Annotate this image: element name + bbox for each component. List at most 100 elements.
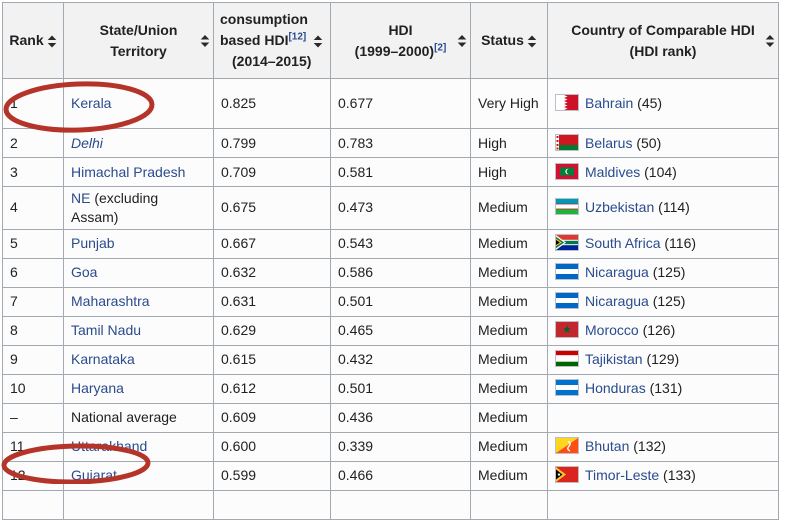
state-cell: Goa	[63, 257, 214, 288]
country-link[interactable]: Uzbekistan	[585, 199, 655, 216]
status-cell: High	[470, 157, 548, 187]
country-hdi-rank: (126)	[638, 322, 676, 339]
state-cell: Karnataka	[63, 344, 214, 375]
state-cell: NE (excluding Assam)	[63, 186, 214, 230]
table-row: 10 Haryana 0.612 0.501 Medium Honduras (131)	[2, 373, 779, 404]
consumption-hdi-cell: 0.709	[213, 157, 331, 187]
consumption-hdi-cell: 0.629	[213, 315, 331, 346]
country-cell: Bhutan (132)	[547, 431, 779, 462]
country-link[interactable]: Maldives	[585, 163, 641, 180]
maldives-flag-icon	[555, 162, 579, 180]
table-row: 6 Goa 0.632 0.586 Medium Nicaragua (125)	[2, 257, 779, 288]
header-label: consumption based HDI[12] (2014–2015)	[218, 9, 326, 72]
uzbekistan-flag-icon	[555, 198, 579, 216]
country-cell: Honduras (131)	[547, 373, 779, 404]
hdi-cell: 0.783	[330, 128, 471, 158]
state-link[interactable]: Karnataka	[71, 351, 135, 368]
status-cell: Medium	[470, 257, 548, 288]
status-cell: Medium	[470, 344, 548, 375]
column-header-chdi[interactable]: consumption based HDI[12] (2014–2015)	[213, 2, 331, 79]
state-link[interactable]: Himachal Pradesh	[71, 163, 186, 180]
rank-cell: 12	[2, 460, 64, 491]
status-cell: Medium	[470, 373, 548, 404]
country-hdi-rank: (114)	[654, 199, 690, 216]
state-link[interactable]: Kerala	[71, 95, 112, 112]
state-cell: Uttarakhand	[63, 431, 214, 462]
country-cell	[547, 402, 779, 433]
rank-cell: 11	[2, 431, 64, 462]
state-cell: Delhi	[63, 128, 214, 158]
state-link[interactable]: Haryana	[71, 380, 124, 397]
country-link[interactable]: Bahrain	[585, 95, 634, 112]
sort-updown-icon[interactable]	[200, 35, 210, 48]
state-cell: Gujarat	[63, 460, 214, 491]
state-link[interactable]: Delhi	[71, 134, 103, 151]
state-link[interactable]: Uttarakhand	[71, 438, 148, 455]
country-cell: Bahrain (45)	[547, 78, 779, 129]
country-hdi-rank: (45)	[633, 95, 663, 112]
bahrain-flag-icon	[555, 94, 579, 112]
status-cell: Medium	[470, 460, 548, 491]
country-link[interactable]: Honduras	[585, 380, 646, 397]
state-link[interactable]: NE	[71, 190, 91, 206]
country-hdi-rank: (125)	[648, 264, 686, 281]
state-cell: Himachal Pradesh	[63, 157, 214, 187]
country-link[interactable]: Timor-Leste	[585, 467, 660, 484]
country-link[interactable]: Bhutan	[585, 438, 630, 455]
sort-updown-icon[interactable]	[527, 35, 537, 48]
status-cell: Medium	[470, 286, 548, 317]
sort-updown-icon[interactable]	[765, 35, 775, 48]
column-header-rank[interactable]: Rank	[2, 2, 64, 79]
country-cell: Belarus (50)	[547, 128, 779, 158]
country-hdi-rank: (50)	[632, 134, 662, 151]
header-label: Rank	[9, 32, 44, 48]
consumption-hdi-cell: 0.675	[213, 186, 331, 230]
country-cell: Nicaragua (125)	[547, 286, 779, 317]
rank-cell: 9	[2, 344, 64, 375]
country-link[interactable]: Nicaragua	[585, 264, 649, 281]
consumption-hdi-cell: 0.600	[213, 431, 331, 462]
sort-updown-icon[interactable]	[47, 35, 57, 48]
status-cell: High	[470, 128, 548, 158]
country-link[interactable]: Belarus	[585, 134, 633, 151]
country-cell: Timor-Leste (133)	[547, 460, 779, 491]
consumption-hdi-cell: 0.615	[213, 344, 331, 375]
header-label: Status	[481, 32, 524, 48]
morocco-flag-icon	[555, 321, 579, 339]
hdi-cell: 0.543	[330, 228, 471, 259]
sort-updown-icon[interactable]	[313, 35, 323, 48]
country-hdi-rank: (133)	[659, 467, 696, 484]
column-header-state[interactable]: State/Union Territory	[63, 2, 214, 79]
status-cell: Medium	[470, 431, 548, 462]
state-link[interactable]: Tamil Nadu	[71, 322, 142, 339]
country-cell: Nicaragua (125)	[547, 257, 779, 288]
state-link[interactable]: Punjab	[71, 235, 115, 252]
bhutan-flag-icon	[555, 437, 579, 455]
consumption-hdi-cell: 0.799	[213, 128, 331, 158]
table-row: 12 Gujarat 0.599 0.466 Medium Timor-Leste (13…	[2, 460, 779, 491]
reference-link[interactable]: [2]	[434, 41, 447, 53]
rank-cell: 4	[2, 186, 64, 230]
rank-cell: –	[2, 402, 64, 433]
belarus-flag-icon	[555, 133, 579, 151]
column-header-hdi[interactable]: HDI (1999–2000)[2]	[330, 2, 471, 79]
state-cell: Punjab	[63, 228, 214, 259]
country-link[interactable]: South Africa	[585, 235, 661, 252]
country-link[interactable]: Tajikistan	[585, 351, 643, 368]
column-header-country[interactable]: Country of Comparable HDI (HDI rank)	[547, 2, 779, 79]
table-header: Rank State/Union Territory consumption based…	[2, 2, 779, 79]
state-suffix: (excluding Assam)	[71, 190, 159, 225]
country-cell: Tajikistan (129)	[547, 344, 779, 375]
reference-link[interactable]: [12]	[288, 31, 307, 43]
country-link[interactable]: Nicaragua	[585, 293, 649, 310]
rank-cell: 8	[2, 315, 64, 346]
column-header-status[interactable]: Status	[470, 2, 548, 79]
country-hdi-rank: (132)	[629, 438, 666, 455]
status-cell: Very High	[470, 78, 548, 129]
sort-updown-icon[interactable]	[457, 35, 467, 48]
country-link[interactable]: Morocco	[585, 322, 639, 339]
state-link[interactable]: Maharashtra	[71, 293, 150, 310]
status-cell: Medium	[470, 315, 548, 346]
state-link[interactable]: Goa	[71, 264, 98, 281]
state-link[interactable]: Gujarat	[71, 467, 117, 484]
